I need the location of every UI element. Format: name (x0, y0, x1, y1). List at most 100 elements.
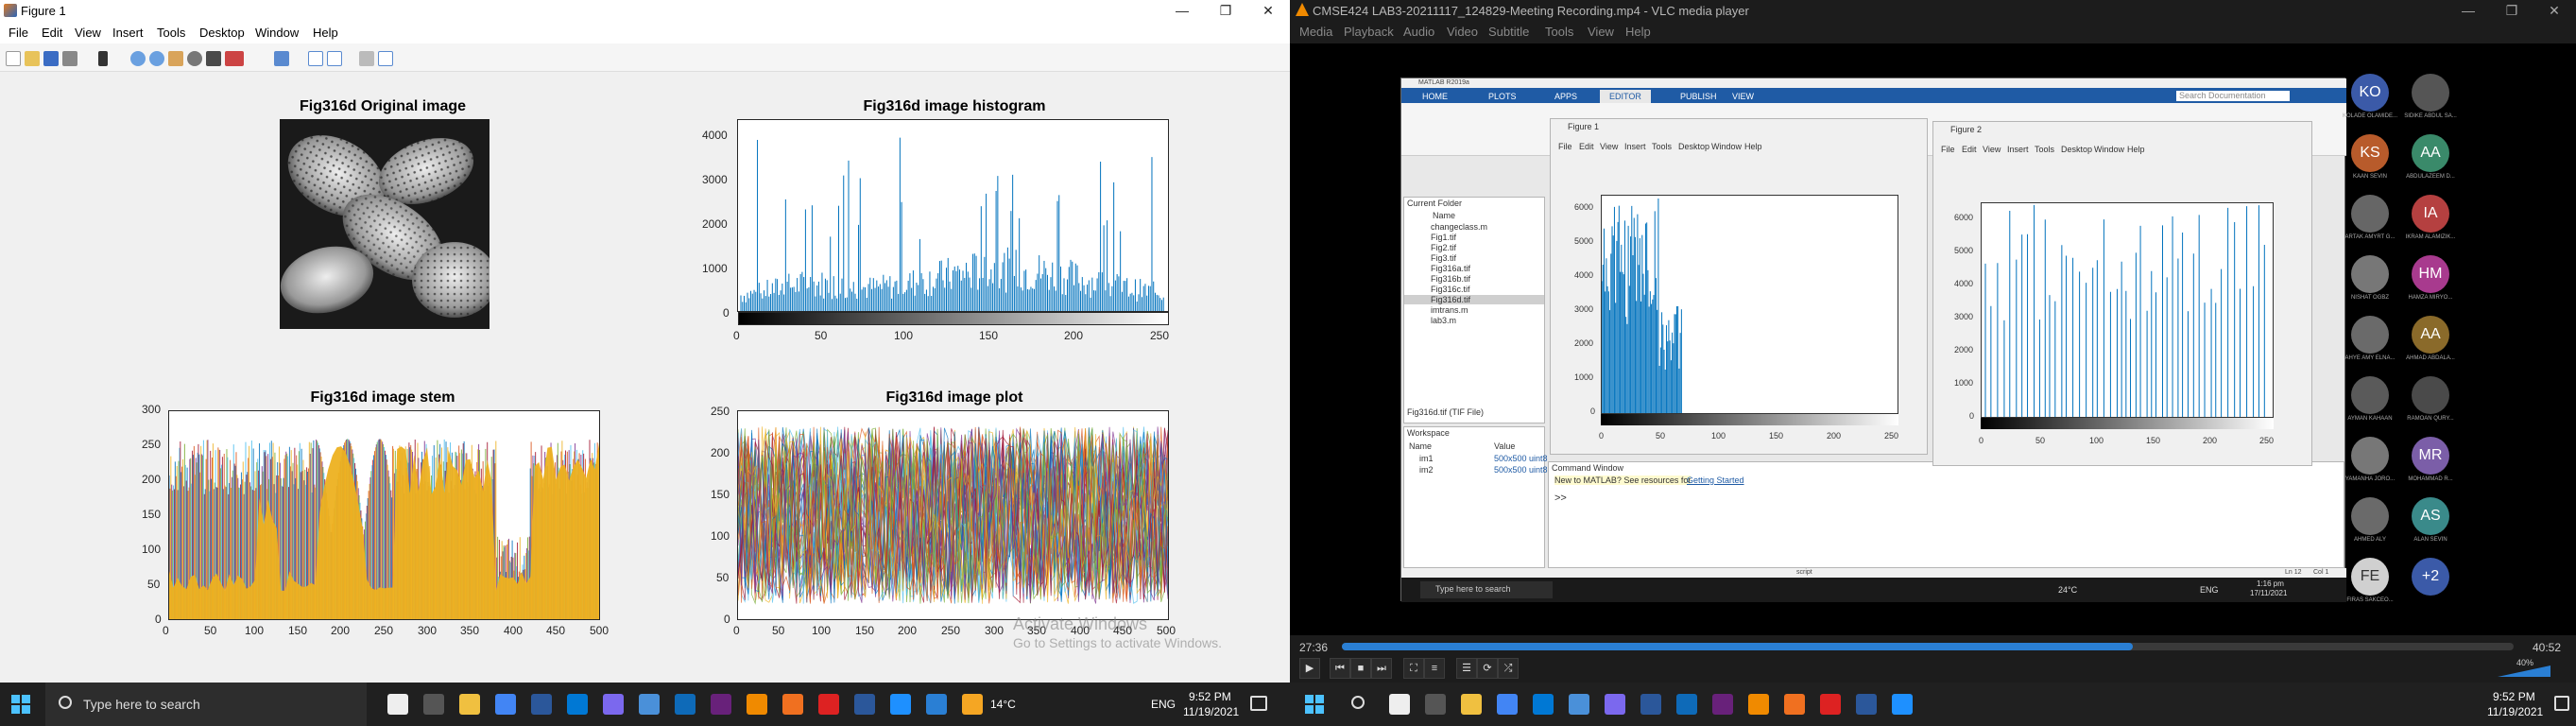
rotate-icon[interactable] (187, 51, 202, 66)
menu-window[interactable]: Window (255, 26, 300, 40)
save-icon[interactable] (43, 51, 59, 66)
search-icon-secondary[interactable] (1351, 696, 1365, 709)
notification-icon-secondary[interactable] (2554, 696, 2569, 711)
language-indicator[interactable]: ENG (1151, 698, 1176, 711)
clock-time-secondary[interactable]: 9:52 PM (2493, 690, 2535, 703)
taskbar-app-icon[interactable] (1569, 694, 1589, 715)
pointer-icon[interactable] (98, 51, 108, 66)
vlc-menu-tools[interactable]: Tools (1545, 25, 1574, 39)
visual-studio-icon[interactable] (711, 694, 731, 715)
matlab-logo-icon (4, 4, 17, 17)
pdf-reader-icon[interactable] (818, 694, 839, 715)
colorbar-icon[interactable] (308, 51, 323, 66)
taskbar-app-icon[interactable] (1605, 694, 1625, 715)
recorded-fig2-bars (1984, 204, 2265, 417)
menu-insert[interactable]: Insert (112, 26, 144, 40)
vlc-menu-help[interactable]: Help (1625, 25, 1651, 39)
maximize-button[interactable]: ❐ (1219, 3, 1232, 18)
vlc-menu-media[interactable]: Media (1299, 25, 1333, 39)
hide-plot-tools-icon[interactable] (359, 51, 374, 66)
taskbar-app-icon[interactable] (1425, 694, 1446, 715)
menu-edit[interactable]: Edit (42, 26, 63, 40)
vlc-minimize-button[interactable]: — (2462, 3, 2475, 18)
matlab-title-bar: Figure 1 — ❐ ✕ (0, 0, 1290, 21)
taskbar-app-icon[interactable] (1676, 694, 1697, 715)
brush-icon[interactable] (225, 51, 244, 66)
photos-icon[interactable] (890, 694, 911, 715)
extended-settings-icon[interactable]: ≡ (1424, 658, 1445, 679)
taskbar-app-icon[interactable] (1640, 694, 1661, 715)
close-button[interactable]: ✕ (1262, 3, 1274, 18)
windows-start-icon-secondary[interactable] (1305, 695, 1324, 714)
fullscreen-icon[interactable]: ⛶ (1403, 658, 1424, 679)
play-icon[interactable]: ▶ (1299, 658, 1320, 679)
taskbar-search-box[interactable]: Type here to search (45, 683, 367, 726)
matlab-taskbar-icon[interactable] (782, 694, 803, 715)
taskbar-app-icon[interactable] (1784, 694, 1805, 715)
print-icon[interactable] (62, 51, 77, 66)
playlist-icon[interactable]: ☰ (1456, 658, 1477, 679)
file-explorer-icon[interactable] (459, 694, 480, 715)
recorded-fig2-axes (1981, 202, 2274, 418)
widgets-icon[interactable] (423, 694, 444, 715)
vlc-menu-playback[interactable]: Playback (1344, 25, 1394, 39)
volume-slider[interactable] (2498, 666, 2550, 677)
vlc-close-button[interactable]: ✕ (2549, 3, 2560, 18)
taskbar-app-icon[interactable] (1820, 694, 1841, 715)
stem-xtick: 200 (331, 624, 351, 637)
help-icon[interactable] (926, 694, 947, 715)
task-view-icon[interactable] (387, 694, 408, 715)
menu-tools[interactable]: Tools (157, 26, 186, 40)
word-icon[interactable] (854, 694, 875, 715)
data-cursor-icon[interactable] (206, 51, 221, 66)
clock-time[interactable]: 9:52 PM (1189, 690, 1231, 703)
store-icon[interactable] (675, 694, 696, 715)
seek-bar[interactable] (1342, 643, 2514, 650)
vlc-menu-bar: Media Playback Audio Video Subtitle Tool… (1290, 21, 2576, 43)
taskbar-app-icon[interactable] (1712, 694, 1733, 715)
taskbar-app-icon[interactable] (1533, 694, 1554, 715)
vlc-menu-video[interactable]: Video (1447, 25, 1479, 39)
legend-icon[interactable] (327, 51, 342, 66)
taskbar-app-icon[interactable] (1856, 694, 1877, 715)
participant-avatar: AS (2412, 497, 2449, 535)
mail-icon[interactable] (567, 694, 588, 715)
windows-start-icon[interactable] (11, 695, 30, 714)
weather-icon[interactable] (962, 694, 983, 715)
taskbar-app-icon[interactable] (1389, 694, 1410, 715)
hist-xtick: 250 (1150, 329, 1170, 342)
menu-desktop[interactable]: Desktop (199, 26, 245, 40)
minimize-button[interactable]: — (1176, 3, 1189, 18)
notification-icon[interactable] (1250, 696, 1267, 711)
zoom-icon[interactable] (531, 694, 552, 715)
menu-file[interactable]: File (9, 26, 28, 40)
new-figure-icon[interactable] (6, 51, 21, 66)
next-icon[interactable]: ⏭ (1371, 658, 1392, 679)
taskbar-app-icon[interactable] (1892, 694, 1913, 715)
menu-view[interactable]: View (75, 26, 101, 40)
menu-help[interactable]: Help (313, 26, 338, 40)
link-plot-icon[interactable] (274, 51, 289, 66)
vlc-menu-audio[interactable]: Audio (1403, 25, 1435, 39)
vlc-taskbar-icon[interactable] (747, 694, 767, 715)
clock-date[interactable]: 11/19/2021 (1183, 705, 1240, 718)
taskbar-app-icon[interactable] (1748, 694, 1769, 715)
stop-icon[interactable]: ■ (1350, 658, 1371, 679)
teams-icon[interactable] (603, 694, 624, 715)
shuffle-icon[interactable]: ⤮ (1498, 658, 1519, 679)
zoom-out-icon[interactable] (149, 51, 164, 66)
vlc-menu-subtitle[interactable]: Subtitle (1488, 25, 1530, 39)
previous-icon[interactable]: ⏮ (1330, 658, 1350, 679)
vlc-menu-view[interactable]: View (1588, 25, 1614, 39)
vlc-maximize-button[interactable]: ❐ (2505, 3, 2518, 18)
pan-icon[interactable] (168, 51, 183, 66)
zoom-in-icon[interactable] (130, 51, 146, 66)
loop-icon[interactable]: ⟳ (1477, 658, 1498, 679)
chrome-icon[interactable] (495, 694, 516, 715)
taskbar-app-icon[interactable] (1497, 694, 1518, 715)
open-file-icon[interactable] (25, 51, 40, 66)
taskbar-app-icon[interactable] (1461, 694, 1482, 715)
clock-date-secondary[interactable]: 11/19/2021 (2487, 705, 2544, 718)
show-plot-tools-icon[interactable] (378, 51, 393, 66)
edge-icon[interactable] (639, 694, 660, 715)
